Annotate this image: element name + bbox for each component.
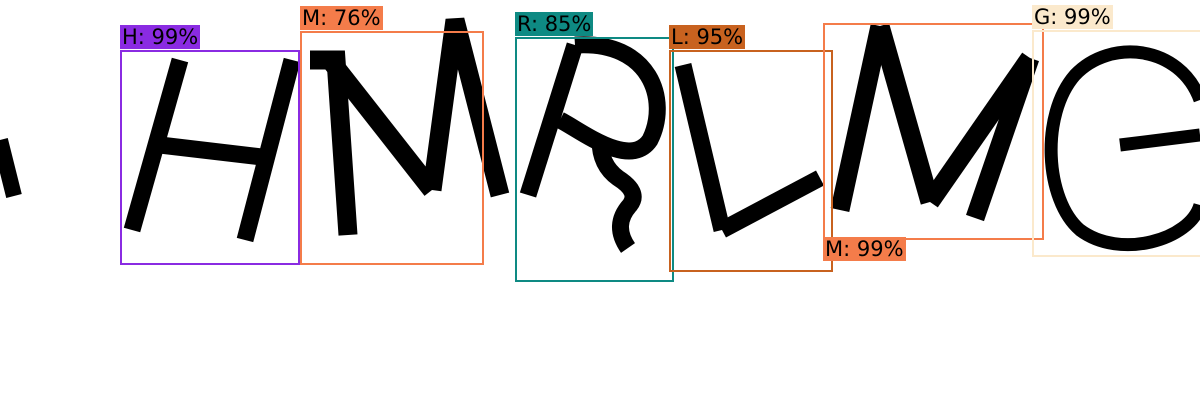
- detection-label-l: L: 95%: [669, 25, 746, 49]
- glyph-r: [519, 36, 666, 253]
- detection-label-m-1: M: 76%: [300, 6, 383, 30]
- detection-box-m-1: [300, 31, 484, 265]
- glyph-partial-a: [0, 138, 22, 198]
- detection-box-r: [515, 37, 674, 282]
- detection-label-g: G: 99%: [1032, 5, 1113, 29]
- glyph-m-1: [310, 17, 510, 236]
- detection-label-h: H: 99%: [120, 25, 201, 49]
- detection-label-m-2: M: 99%: [823, 237, 906, 261]
- glyph-h: [123, 57, 301, 243]
- glyph-g: [1044, 45, 1200, 252]
- detection-box-l: [669, 50, 833, 272]
- detection-box-g: [1032, 30, 1200, 257]
- glyph-m-2: [830, 23, 1039, 222]
- detection-box-m-2: [823, 23, 1044, 240]
- glyph-l: [674, 63, 824, 238]
- detection-box-h: [120, 50, 300, 265]
- detection-label-r: R: 85%: [515, 12, 594, 36]
